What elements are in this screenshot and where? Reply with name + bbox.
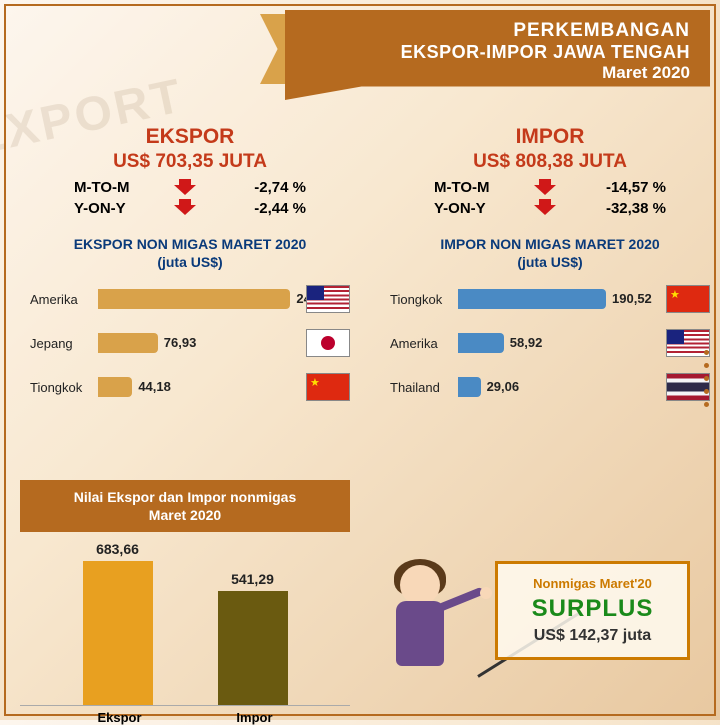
impor-value: US$ 808,38 JUTA [380, 151, 720, 173]
hbar-row: Thailand 29,06 [390, 373, 710, 401]
ekspor-value: US$ 703,35 JUTA [20, 151, 360, 173]
header-line3: Maret 2020 [602, 63, 690, 83]
vbar-label: Impor [236, 710, 272, 725]
hbar-label: Jepang [30, 336, 92, 351]
impor-hbar-chart: Tiongkok 190,52 Amerika 58,92 Thailand 29,06 [380, 285, 720, 401]
down-arrow-icon [174, 199, 196, 215]
flag-icon [666, 285, 710, 313]
bottom-bar-chart: Nilai Ekspor dan Impor nonmigas Maret 20… [20, 480, 350, 725]
hbar-row: Tiongkok 44,18 [30, 373, 350, 401]
ekspor-hbar-chart: Amerika 247,66 Jepang 76,93 Tiongkok 44,18 [20, 285, 360, 401]
hbar-row: Tiongkok 190,52 [390, 285, 710, 313]
hbar-value: 29,06 [487, 377, 520, 397]
ekspor-mtom-pct: -2,74 % [216, 179, 306, 196]
flag-icon [306, 373, 350, 401]
bottom-chart-title: Nilai Ekspor dan Impor nonmigas Maret 20… [20, 480, 350, 532]
hbar-row: Amerika 247,66 [30, 285, 350, 313]
impor-yony-label: Y-ON-Y [434, 200, 514, 217]
down-arrow-icon [534, 199, 556, 215]
hbar-fill [98, 289, 290, 309]
hbar-track: 58,92 [458, 333, 660, 353]
vbar: 541,29 [218, 536, 288, 705]
hbar-fill [98, 377, 132, 397]
hbar-value: 44,18 [138, 377, 171, 397]
hbar-label: Tiongkok [30, 380, 92, 395]
surplus-value: US$ 142,37 juta [508, 627, 677, 645]
hbar-track: 44,18 [98, 377, 300, 397]
impor-metrics: M-TO-M Y-ON-Y -14,57 % -32,38 % [380, 179, 720, 217]
flag-icon [306, 285, 350, 313]
surplus-label: Nonmigas Maret'20 [508, 576, 677, 591]
hbar-row: Jepang 76,93 [30, 329, 350, 357]
vbar-value: 683,66 [83, 541, 153, 557]
impor-title: IMPOR [380, 125, 720, 149]
vbar: 683,66 [83, 536, 153, 705]
vbar-value: 541,29 [218, 571, 288, 587]
hbar-value: 190,52 [612, 289, 652, 309]
ekspor-column: EKSPOR US$ 703,35 JUTA M-TO-M Y-ON-Y -2,… [20, 125, 360, 401]
hbar-fill [458, 289, 606, 309]
ekspor-yony-pct: -2,44 % [216, 200, 306, 217]
ekspor-yony-label: Y-ON-Y [74, 200, 154, 217]
side-dots-decor [704, 350, 710, 407]
vbar-fill [218, 591, 288, 705]
down-arrow-icon [534, 179, 556, 195]
ekspor-metrics: M-TO-M Y-ON-Y -2,74 % -2,44 % [20, 179, 360, 217]
hbar-label: Amerika [390, 336, 452, 351]
impor-yony-pct: -32,38 % [576, 200, 666, 217]
hbar-track: 190,52 [458, 289, 660, 309]
ekspor-title: EKSPOR [20, 125, 360, 149]
down-arrow-icon [174, 179, 196, 195]
hbar-fill [458, 377, 481, 397]
hbar-track: 247,66 [98, 289, 300, 309]
impor-chart-title: IMPOR NON MIGAS MARET 2020 (juta US$) [380, 235, 720, 271]
hbar-value: 58,92 [510, 333, 543, 353]
ekspor-chart-title: EKSPOR NON MIGAS MARET 2020 (juta US$) [20, 235, 360, 271]
impor-mtom-pct: -14,57 % [576, 179, 666, 196]
hbar-fill [458, 333, 504, 353]
hbar-row: Amerika 58,92 [390, 329, 710, 357]
hbar-track: 29,06 [458, 377, 660, 397]
vbar-label: Ekspor [97, 710, 141, 725]
hbar-value: 76,93 [164, 333, 197, 353]
surplus-callout: Nonmigas Maret'20 SURPLUS US$ 142,37 jut… [495, 561, 690, 660]
hbar-label: Thailand [390, 380, 452, 395]
flag-icon [306, 329, 350, 357]
hbar-fill [98, 333, 158, 353]
presenter-illustration [370, 555, 470, 695]
surplus-word: SURPLUS [508, 595, 677, 623]
header-banner: PERKEMBANGAN EKSPOR-IMPOR JAWA TENGAH Ma… [285, 10, 710, 100]
ekspor-mtom-label: M-TO-M [74, 179, 154, 196]
vbar-fill [83, 561, 153, 705]
hbar-label: Amerika [30, 292, 92, 307]
hbar-label: Tiongkok [390, 292, 452, 307]
impor-mtom-label: M-TO-M [434, 179, 514, 196]
header-line2: EKSPOR-IMPOR JAWA TENGAH [401, 42, 690, 63]
impor-column: IMPOR US$ 808,38 JUTA M-TO-M Y-ON-Y -14,… [380, 125, 720, 401]
header-line1: PERKEMBANGAN [513, 20, 690, 42]
hbar-track: 76,93 [98, 333, 300, 353]
